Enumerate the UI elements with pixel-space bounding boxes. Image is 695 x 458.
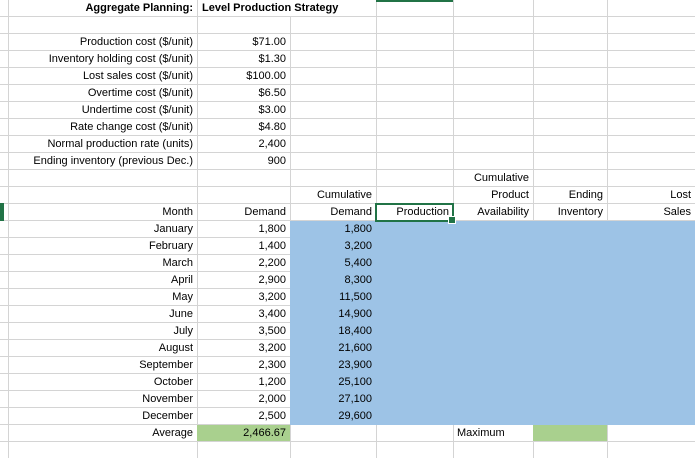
cell-cum-demand[interactable]: 14,900 <box>338 308 372 320</box>
param-value-cell[interactable]: $4.80 <box>258 121 286 133</box>
header-production-selected-cell[interactable]: Production <box>396 206 449 218</box>
header-product[interactable]: Product <box>491 189 529 201</box>
header-cumulative-availability-top[interactable]: Cumulative <box>473 172 529 184</box>
header-lost[interactable]: Lost <box>670 189 691 201</box>
param-value-cell[interactable]: 2,400 <box>258 138 286 150</box>
cell-demand[interactable]: 2,500 <box>258 410 286 422</box>
cell-cum-demand[interactable]: 25,100 <box>338 376 372 388</box>
cell-month[interactable]: April <box>170 274 193 286</box>
selected-row-indicator <box>0 203 4 221</box>
header-ending[interactable]: Ending <box>568 189 603 201</box>
fill-handle[interactable] <box>448 216 456 224</box>
param-value-cell[interactable]: $1.30 <box>258 53 286 65</box>
param-label-cell[interactable]: Undertime cost ($/unit) <box>81 104 193 116</box>
cell-demand[interactable]: 2,000 <box>258 393 286 405</box>
cell-cum-demand[interactable]: 1,800 <box>344 223 372 235</box>
cell-month[interactable]: January <box>153 223 193 235</box>
cell-month[interactable]: September <box>139 359 193 371</box>
param-value-cell[interactable]: $6.50 <box>258 87 286 99</box>
cell-month[interactable]: June <box>169 308 193 320</box>
cell-month[interactable]: October <box>153 376 193 388</box>
cell-cum-demand[interactable]: 27,100 <box>338 393 372 405</box>
footer-maximum-label[interactable]: Maximum <box>457 427 505 439</box>
cell-cum-demand[interactable]: 5,400 <box>344 257 372 269</box>
cell-demand[interactable]: 3,200 <box>258 342 286 354</box>
header-inventory[interactable]: Inventory <box>557 206 603 218</box>
param-label-cell[interactable]: Rate change cost ($/unit) <box>70 121 193 133</box>
param-label-cell[interactable]: Normal production rate (units) <box>47 138 193 150</box>
footer-average-label[interactable]: Average <box>152 427 193 439</box>
header-month[interactable]: Month <box>162 206 193 218</box>
cell-month[interactable]: March <box>162 257 193 269</box>
cell-demand[interactable]: 1,200 <box>258 376 286 388</box>
cell-demand[interactable]: 1,400 <box>258 240 286 252</box>
param-label-cell[interactable]: Production cost ($/unit) <box>79 36 193 48</box>
cell-demand[interactable]: 2,300 <box>258 359 286 371</box>
param-label-cell[interactable]: Lost sales cost ($/unit) <box>82 70 193 82</box>
param-label-cell[interactable]: Overtime cost ($/unit) <box>87 87 193 99</box>
cell-cum-demand[interactable]: 18,400 <box>338 325 372 337</box>
header-availability[interactable]: Availability <box>477 206 529 218</box>
cell-month[interactable]: July <box>173 325 193 337</box>
param-value-cell[interactable]: 900 <box>267 155 286 167</box>
cell-cum-demand[interactable]: 11,500 <box>339 291 372 303</box>
selected-column-indicator <box>376 0 453 2</box>
footer-average-value[interactable]: 2,466.67 <box>243 427 286 439</box>
header-cum-demand[interactable]: Demand <box>330 206 372 218</box>
cell-demand[interactable]: 2,200 <box>258 257 286 269</box>
cell-month[interactable]: May <box>172 291 193 303</box>
param-value-cell[interactable]: $71.00 <box>252 36 286 48</box>
title-label-cell[interactable]: Aggregate Planning: <box>85 2 193 14</box>
cell-month[interactable]: November <box>142 393 193 405</box>
average-demand-cell-fill[interactable] <box>197 425 290 441</box>
cell-demand[interactable]: 1,800 <box>258 223 286 235</box>
title-value-cell[interactable]: Level Production Strategy <box>198 0 376 16</box>
param-label-cell[interactable]: Ending inventory (previous Dec.) <box>33 155 193 167</box>
cell-month[interactable]: February <box>148 240 193 252</box>
cell-cum-demand[interactable]: 3,200 <box>344 240 372 252</box>
param-value-cell[interactable]: $3.00 <box>258 104 286 116</box>
cell-month[interactable]: December <box>142 410 193 422</box>
cell-demand[interactable]: 3,200 <box>258 291 286 303</box>
header-demand[interactable]: Demand <box>244 206 286 218</box>
cell-demand[interactable]: 3,400 <box>258 308 286 320</box>
selected-cell-border <box>375 203 456 224</box>
cell-cum-demand[interactable]: 21,600 <box>338 342 372 354</box>
cell-cum-demand[interactable]: 8,300 <box>344 274 372 286</box>
header-cumulative-demand-top[interactable]: Cumulative <box>316 189 372 201</box>
param-value-cell[interactable]: $100.00 <box>246 70 286 82</box>
maximum-value-cell-fill[interactable] <box>533 425 607 441</box>
cell-cum-demand[interactable]: 29,600 <box>338 410 372 422</box>
cell-cum-demand[interactable]: 23,900 <box>338 359 372 371</box>
cell-month[interactable]: August <box>158 342 193 354</box>
cell-demand[interactable]: 3,500 <box>258 325 286 337</box>
header-sales[interactable]: Sales <box>663 206 691 218</box>
cell-demand[interactable]: 2,900 <box>258 274 286 286</box>
highlighted-range-blue[interactable] <box>290 221 695 425</box>
param-label-cell[interactable]: Inventory holding cost ($/unit) <box>48 53 193 65</box>
